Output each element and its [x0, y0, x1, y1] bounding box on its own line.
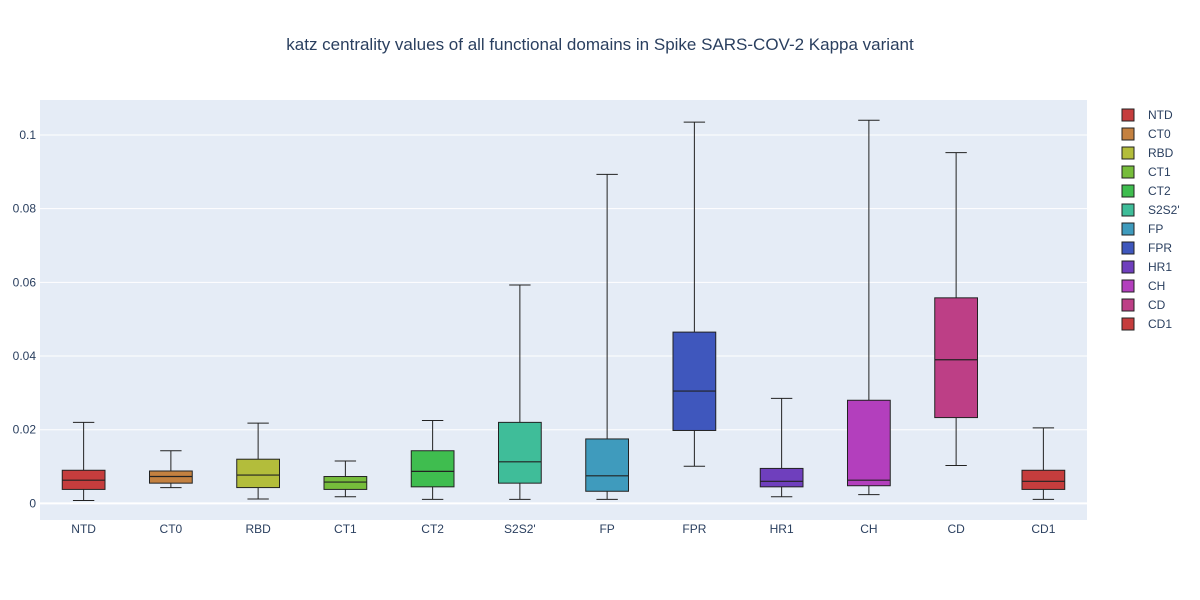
box-ch[interactable] — [846, 119, 891, 496]
box-iqr — [846, 399, 891, 487]
legend-swatch — [1121, 298, 1135, 312]
x-tick-label: FPR — [682, 522, 706, 536]
legend-label: S2S2' — [1148, 203, 1180, 217]
legend-label: CD — [1148, 298, 1166, 312]
legend-item[interactable]: S2S2' — [1121, 203, 1180, 217]
boxes[interactable] — [61, 119, 1066, 501]
plot-area — [40, 100, 1087, 520]
x-tick-label: CD — [947, 522, 965, 536]
legend-label: CT1 — [1148, 165, 1171, 179]
x-tick-label: CT1 — [334, 522, 357, 536]
legend-item[interactable]: FPR — [1121, 241, 1172, 255]
legend-swatch — [1121, 127, 1135, 141]
box-iqr — [585, 438, 630, 492]
x-tick-label: NTD — [71, 522, 96, 536]
legend-label: CT0 — [1148, 127, 1171, 141]
legend-label: HR1 — [1148, 260, 1172, 274]
y-tick-label: 0.02 — [13, 423, 37, 437]
x-tick-label: CT2 — [421, 522, 444, 536]
box-iqr — [497, 421, 542, 484]
box-iqr — [759, 467, 804, 488]
x-tick-label: CT0 — [160, 522, 183, 536]
y-tick-label: 0 — [29, 496, 36, 510]
box-fpr[interactable] — [672, 121, 717, 467]
legend-swatch — [1121, 184, 1135, 198]
legend-item[interactable]: NTD — [1121, 108, 1173, 122]
legend-item[interactable]: RBD — [1121, 146, 1174, 160]
legend-item[interactable]: CD — [1121, 298, 1166, 312]
legend-swatch — [1121, 317, 1135, 331]
legend-swatch — [1121, 260, 1135, 274]
legend-swatch — [1121, 279, 1135, 293]
x-tick-label: CH — [860, 522, 877, 536]
y-tick-label: 0.08 — [13, 202, 37, 216]
legend-item[interactable]: CT1 — [1121, 165, 1171, 179]
y-tick-label: 0.06 — [13, 275, 37, 289]
x-tick-label: S2S2' — [504, 522, 536, 536]
legend-label: FP — [1148, 222, 1163, 236]
legend-label: CD1 — [1148, 317, 1172, 331]
box-iqr — [1021, 469, 1066, 490]
box-iqr — [410, 450, 455, 488]
y-tick-label: 0.1 — [19, 128, 36, 142]
y-axis-ticks: 0 0.02 0.04 0.06 0.08 0.1 — [13, 128, 37, 510]
legend-label: CT2 — [1148, 184, 1171, 198]
x-tick-label: FP — [599, 522, 614, 536]
legend[interactable]: NTD CT0 RBD CT1 CT2 S2S2' FP FPR HR1 CH CD CD1 — [1121, 108, 1180, 331]
legend-item[interactable]: CT2 — [1121, 184, 1171, 198]
legend-item[interactable]: FP — [1121, 222, 1163, 236]
x-tick-label: CD1 — [1031, 522, 1055, 536]
legend-swatch — [1121, 165, 1135, 179]
box-s2s2[interactable] — [497, 284, 542, 500]
box-ct2[interactable] — [410, 420, 455, 500]
box-rbd[interactable] — [236, 422, 281, 500]
legend-label: RBD — [1148, 146, 1174, 160]
legend-item[interactable]: CD1 — [1121, 317, 1172, 331]
box-hr1[interactable] — [759, 397, 804, 498]
legend-swatch — [1121, 108, 1135, 122]
x-axis-ticks: NTD CT0 RBD CT1 CT2 S2S2' FP FPR HR1 CH CD CD1 — [71, 522, 1055, 536]
legend-swatch — [1121, 146, 1135, 160]
box-ct0[interactable] — [148, 450, 193, 489]
legend-label: FPR — [1148, 241, 1172, 255]
box-cd[interactable] — [934, 152, 979, 466]
box-ntd[interactable] — [61, 421, 106, 501]
gridlines — [40, 134, 1087, 505]
legend-swatch — [1121, 222, 1135, 236]
box-fp[interactable] — [585, 173, 630, 500]
box-iqr — [236, 458, 281, 489]
legend-item[interactable]: HR1 — [1121, 260, 1172, 274]
x-tick-label: RBD — [245, 522, 271, 536]
box-iqr — [934, 297, 979, 419]
x-tick-label: HR1 — [770, 522, 794, 536]
legend-label: NTD — [1148, 108, 1173, 122]
box-iqr — [323, 476, 368, 490]
box-cd1[interactable] — [1021, 427, 1066, 500]
chart-title: katz centrality values of all functional… — [286, 35, 914, 54]
legend-label: CH — [1148, 279, 1165, 293]
y-tick-label: 0.04 — [13, 349, 37, 363]
legend-item[interactable]: CH — [1121, 279, 1165, 293]
box-ct1[interactable] — [323, 460, 368, 498]
box-iqr — [672, 331, 717, 431]
legend-swatch — [1121, 241, 1135, 255]
legend-item[interactable]: CT0 — [1121, 127, 1171, 141]
legend-swatch — [1121, 203, 1135, 217]
